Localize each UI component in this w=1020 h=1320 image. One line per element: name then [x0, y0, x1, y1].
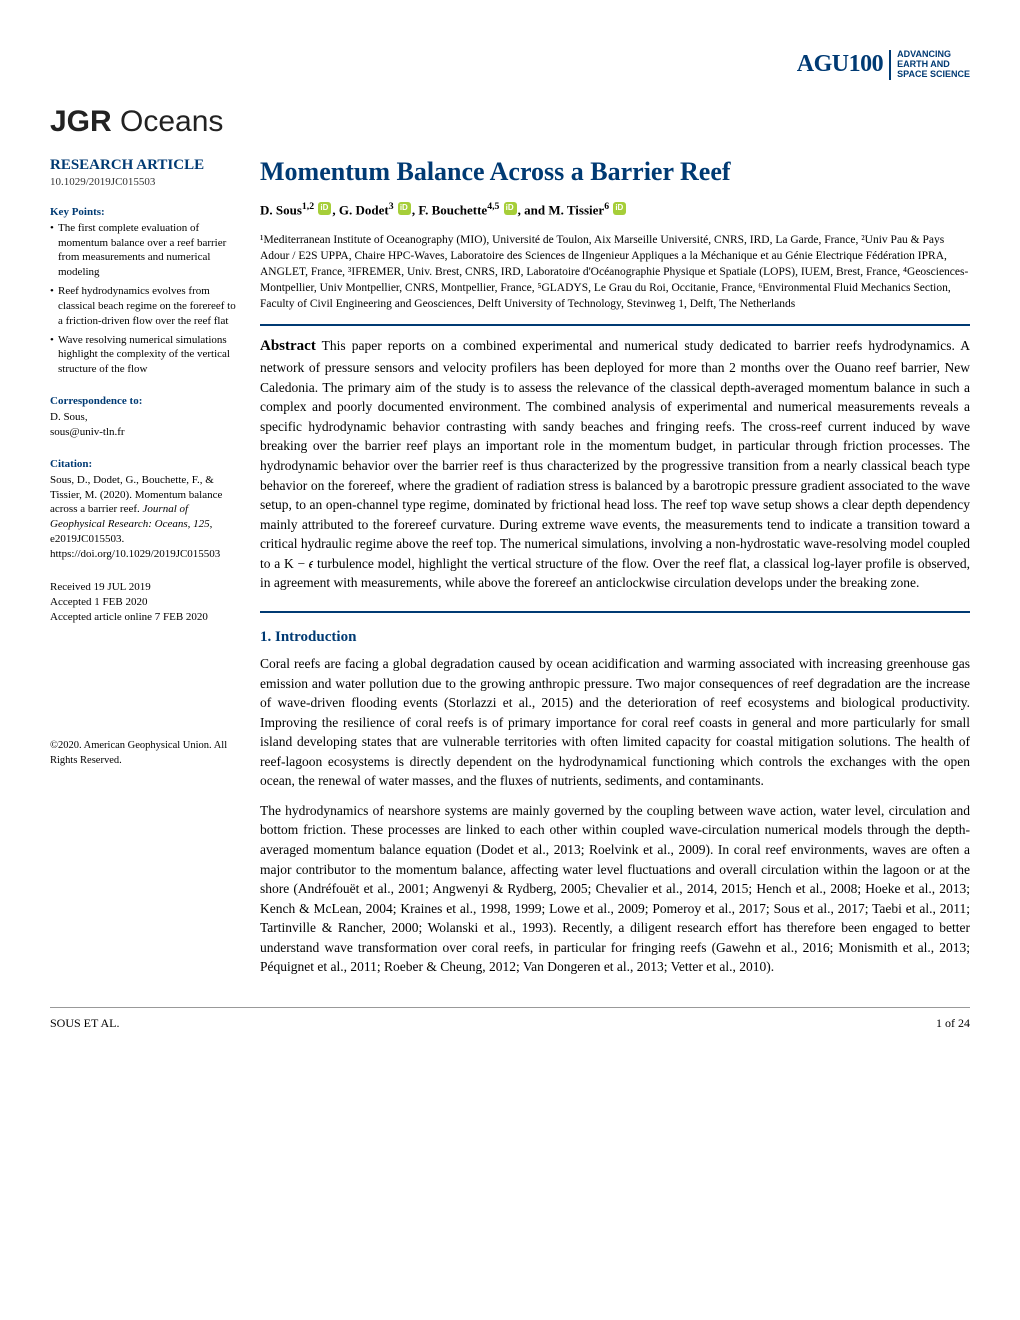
corr-email: sous@univ-tln.fr [50, 425, 238, 440]
main-column: Momentum Balance Across a Barrier Reef D… [260, 157, 970, 987]
received-date: Received 19 JUL 2019 [50, 580, 238, 595]
correspondence-section: Correspondence to: D. Sous, sous@univ-tl… [50, 395, 238, 440]
affiliations: ¹Mediterranean Institute of Oceanography… [260, 232, 970, 326]
article-type: RESEARCH ARTICLE [50, 157, 238, 174]
agu-logo: AGU100 ADVANCING EARTH AND SPACE SCIENCE [797, 50, 970, 80]
citation-text: Sous, D., Dodet, G., Bouchette, F., & Ti… [50, 473, 238, 562]
body-paragraph: The hydrodynamics of nearshore systems a… [260, 801, 970, 977]
footer-authors: SOUS ET AL. [50, 1016, 119, 1031]
abstract: Abstract This paper reports on a combine… [260, 336, 970, 613]
key-points-list: The first complete evaluation of momentu… [50, 221, 238, 377]
journal-title: JGR Oceans [50, 105, 970, 139]
page-header: AGU100 ADVANCING EARTH AND SPACE SCIENCE [50, 50, 970, 80]
key-point: The first complete evaluation of momentu… [50, 221, 238, 280]
orcid-icon[interactable] [318, 202, 331, 215]
page-footer: SOUS ET AL. 1 of 24 [50, 1007, 970, 1031]
copyright: ©2020. American Geophysical Union. All R… [50, 739, 238, 767]
key-points-section: Key Points: The first complete evaluatio… [50, 206, 238, 377]
orcid-icon[interactable] [504, 202, 517, 215]
orcid-icon[interactable] [398, 202, 411, 215]
online-date: Accepted article online 7 FEB 2020 [50, 610, 238, 625]
key-point: Reef hydrodynamics evolves from classica… [50, 284, 238, 329]
section-heading: 1. Introduction [260, 629, 970, 646]
abstract-label: Abstract [260, 338, 316, 354]
abstract-text: This paper reports on a combined experim… [260, 338, 970, 590]
dates-section: Received 19 JUL 2019 Accepted 1 FEB 2020… [50, 580, 238, 625]
correspondence-heading: Correspondence to: [50, 395, 238, 407]
body-paragraph: Coral reefs are facing a global degradat… [260, 654, 970, 791]
article-title: Momentum Balance Across a Barrier Reef [260, 157, 970, 187]
authors-line: D. Sous1,2 , G. Dodet3 , F. Bouchette4,5… [260, 201, 970, 218]
corr-name: D. Sous, [50, 410, 238, 425]
page-number: 1 of 24 [936, 1016, 970, 1031]
key-points-heading: Key Points: [50, 206, 238, 218]
key-point: Wave resolving numerical simulations hig… [50, 333, 238, 378]
citation-heading: Citation: [50, 458, 238, 470]
doi: 10.1029/2019JC015503 [50, 176, 238, 188]
logo-text: AGU100 [797, 51, 883, 78]
orcid-icon[interactable] [613, 202, 626, 215]
citation-section: Citation: Sous, D., Dodet, G., Bouchette… [50, 458, 238, 562]
accepted-date: Accepted 1 FEB 2020 [50, 595, 238, 610]
logo-tagline: ADVANCING EARTH AND SPACE SCIENCE [889, 50, 970, 80]
sidebar: RESEARCH ARTICLE 10.1029/2019JC015503 Ke… [50, 157, 238, 987]
